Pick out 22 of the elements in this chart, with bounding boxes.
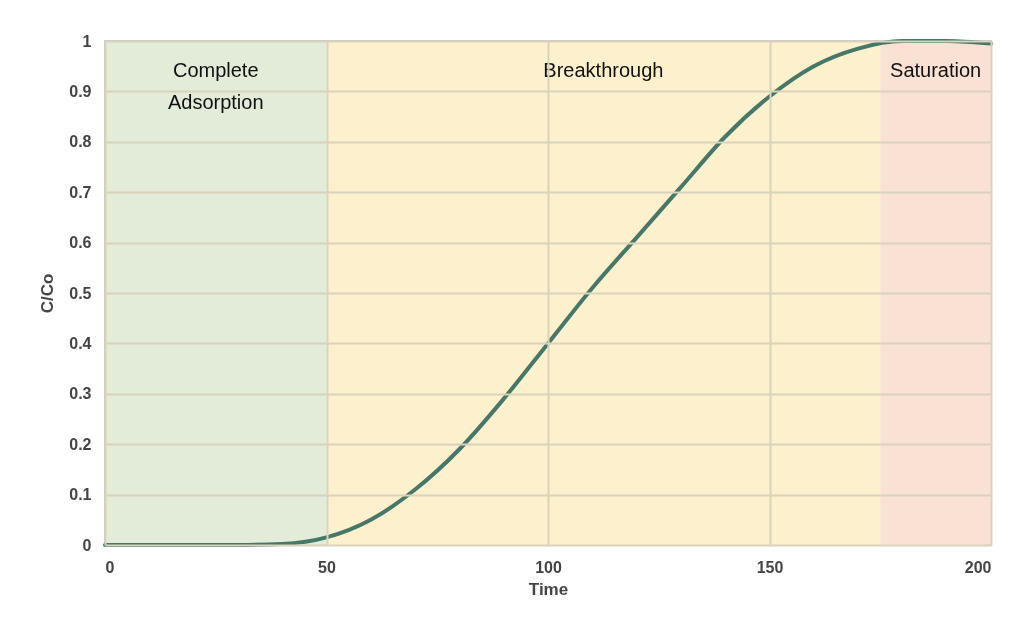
band-label: Complete Adsorption (167, 59, 264, 113)
x-tick-label: 100 (535, 558, 562, 576)
x-tick-label: 50 (318, 558, 336, 576)
band-label: Breakthrough (543, 59, 664, 81)
y-tick-label: 0.6 (69, 234, 92, 252)
y-tick-label: 0.5 (69, 284, 92, 302)
y-tick-label: 0 (82, 536, 92, 554)
y-tick-label: 0.7 (69, 183, 92, 201)
x-tick-label: 200 (964, 558, 992, 576)
y-axis-title: C/Co (38, 273, 58, 314)
band-label: Saturation (890, 59, 982, 81)
y-tick-label: 0.3 (69, 385, 92, 403)
line-series (103, 39, 993, 547)
y-tick-label: 0.2 (69, 435, 92, 453)
y-tick-label: 0.8 (69, 133, 92, 151)
x-tick-label: 0 (105, 558, 115, 576)
y-tick-label: 0.4 (69, 334, 92, 352)
y-tick-label: 1 (82, 32, 92, 50)
y-tick-label: 0.9 (69, 82, 92, 100)
x-tick-label: 150 (756, 558, 784, 576)
y-tick-label: 0.1 (69, 486, 92, 504)
x-axis-title: Time (528, 579, 569, 599)
